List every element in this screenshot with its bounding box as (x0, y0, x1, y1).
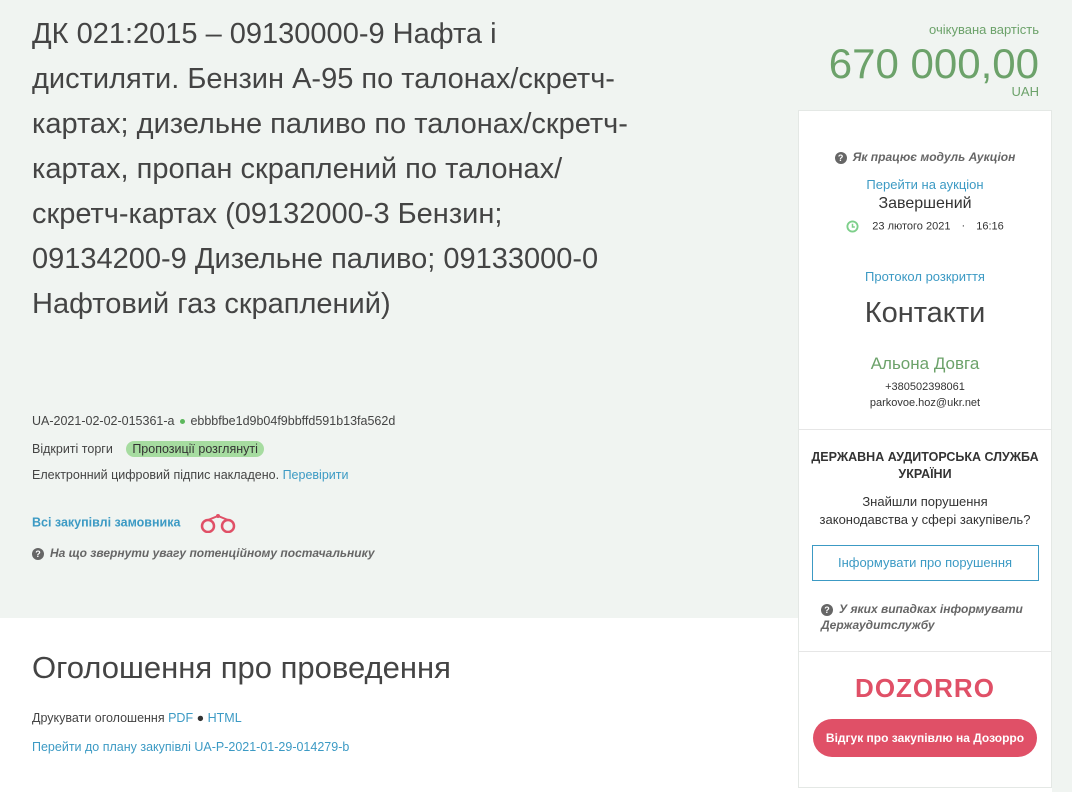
audit-help-text: У яких випадках інформувати Держаудитслу… (821, 602, 1023, 632)
contact-email: parkovoe.hoz@ukr.net (869, 397, 981, 409)
contacts-title: Контакти (864, 297, 986, 329)
tender-id-line: UA-2021-02-02-015361-a ebbbfbe1d9b04f9bb… (32, 414, 395, 428)
signature-text: Електронний цифровий підпис накладено. (32, 468, 280, 482)
page-gutter (1052, 0, 1072, 792)
procedure-type: Відкриті торги (32, 442, 113, 456)
tender-hash: ebbbfbe1d9b04f9bbffd591b13fa562d (190, 414, 396, 428)
opening-protocol-link[interactable]: Протокол розкриття (865, 269, 985, 284)
supplier-help-text: На що звернути увагу потенційному постач… (50, 546, 375, 560)
tender-id: UA-2021-02-02-015361-a (32, 414, 175, 428)
procurement-plan-link[interactable]: Перейти до плану закупівлі UA-P-2021-01-… (32, 740, 350, 754)
auction-time: 16:16 (976, 220, 1004, 233)
tender-title: ДК 021:2015 – 09130000-9 Нафта і дистиля… (32, 18, 628, 320)
supplier-help[interactable]: ? На що звернути увагу потенційному поста… (32, 546, 375, 560)
question-icon: ? (821, 603, 833, 616)
all-purchases-line: Всі закупівлі замовника (32, 513, 238, 534)
expected-value-label: очікувана вартість (929, 22, 1039, 37)
auction-date: 23 лютого 2021 (872, 220, 951, 233)
divider (799, 651, 1051, 652)
announcement-title: Оголошення про проведення (32, 650, 451, 685)
contact-name: Альона Довга (870, 354, 980, 373)
question-icon: ? (32, 547, 44, 560)
audit-text: Знайшли порушення законодавства у сфері … (819, 494, 1031, 527)
binoculars-icon[interactable] (198, 513, 238, 534)
procedure-line: Відкриті торги Пропозиції розглянуті (32, 441, 264, 457)
audit-title: ДЕРЖАВНА АУДИТОРСЬКА СЛУЖБА УКРАЇНИ (811, 450, 1039, 481)
dozorro-feedback-button[interactable]: Відгук про закупівлю на Дозорро (813, 719, 1037, 757)
signature-line: Електронний цифровий підпис накладено. П… (32, 468, 348, 482)
go-to-auction-link[interactable]: Перейти на аукціон (866, 177, 984, 192)
question-icon: ? (834, 151, 847, 164)
auction-help-text: Як працює модуль Аукціон (852, 150, 1016, 164)
contact-phone: +380502398061 (885, 381, 965, 393)
expected-value-amount: 670 000,00 (828, 40, 1039, 87)
html-link[interactable]: HTML (207, 711, 242, 725)
clock-icon (846, 220, 859, 233)
auction-datetime: 23 лютого 2021 · 16:16 (799, 220, 1051, 233)
print-label: Друкувати оголошення (32, 711, 165, 725)
all-purchases-link[interactable]: Всі закупівлі замовника (32, 515, 181, 530)
verify-signature-link[interactable]: Перевірити (282, 468, 349, 482)
sidebar-card: ? Як працює модуль Аукціон Перейти на аук… (798, 110, 1052, 788)
dozorro-logo: DOZORRO (855, 673, 995, 703)
audit-help[interactable]: ? У яких випадках інформувати Держаудитсл… (799, 601, 1051, 633)
divider (799, 429, 1051, 430)
report-violation-button[interactable]: Інформувати про порушення (811, 545, 1039, 581)
auction-state: Завершений (878, 195, 972, 212)
auction-help[interactable]: ? Як працює модуль Аукціон (799, 150, 1051, 164)
separator-dot (179, 419, 185, 425)
print-announcement-line: Друкувати оголошення PDF ● HTML (32, 711, 242, 725)
status-badge: Пропозиції розглянуті (126, 441, 264, 457)
currency: UAH (1011, 84, 1039, 99)
pdf-link[interactable]: PDF (168, 711, 194, 725)
